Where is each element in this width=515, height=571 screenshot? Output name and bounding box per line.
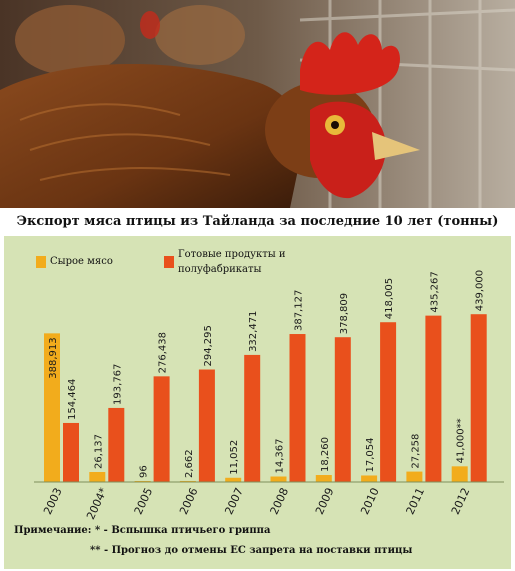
bar-raw-9 (451, 466, 468, 482)
value-label-raw-8: 27,258 (410, 434, 421, 469)
legend-swatch-processed (164, 256, 174, 268)
bar-processed-0 (63, 422, 79, 482)
bar-raw-8 (406, 471, 423, 482)
bar-processed-4 (244, 354, 261, 482)
value-label-raw-3: 2,662 (184, 449, 195, 478)
x-tick-label-0: 2003 (41, 486, 65, 517)
value-label-processed-4: 332,471 (248, 311, 259, 352)
bar-raw-0 (44, 333, 60, 482)
note-line-1: Примечание: * - Вспышка птичьего гриппа (14, 525, 271, 536)
x-tick-label-7: 2010 (358, 486, 382, 517)
bar-raw-1 (89, 472, 106, 482)
bar-processed-7 (380, 322, 397, 482)
x-tick-label-8: 2011 (404, 486, 428, 517)
x-tick-label-2: 2005 (132, 486, 156, 517)
bar-raw-6 (315, 475, 332, 482)
value-label-processed-5: 387,127 (294, 290, 305, 331)
value-label-raw-6: 18,260 (320, 437, 331, 472)
value-label-raw-5: 14,367 (275, 439, 286, 474)
bar-processed-5 (289, 334, 306, 482)
x-tick-label-9: 2012 (449, 486, 473, 517)
value-label-raw-7: 17,054 (365, 437, 376, 472)
bar-processed-6 (334, 337, 351, 482)
note-line-2: ** - Прогноз до отмены ЕС запрета на пос… (90, 545, 413, 556)
value-label-raw-0: 388,913 (48, 337, 59, 378)
chicken-photo (0, 0, 515, 208)
chart-panel: Сырое мясо Готовые продукты и полуфабрик… (4, 236, 511, 569)
value-label-processed-9: 439,000 (475, 270, 486, 311)
value-label-raw-1: 26,137 (93, 434, 104, 469)
value-label-processed-3: 294,295 (203, 325, 214, 366)
x-tick-label-1: 2004* (84, 485, 110, 521)
bar-processed-1 (108, 407, 125, 482)
value-label-processed-1: 193,767 (112, 364, 123, 405)
x-tick-label-6: 2009 (313, 486, 337, 517)
x-tick-label-5: 2008 (268, 486, 292, 517)
bar-processed-3 (198, 369, 215, 482)
legend-swatch-raw (36, 256, 46, 268)
value-label-processed-6: 378,809 (339, 293, 350, 334)
legend-label-processed-line1: Готовые продукты и (178, 249, 286, 260)
x-tick-label-4: 2007 (222, 486, 246, 517)
chart-title: Экспорт мяса птицы из Тайланда за послед… (16, 214, 499, 229)
bar-processed-8 (425, 315, 442, 482)
value-label-raw-9: 41,000** (456, 418, 467, 463)
value-label-raw-2: 96 (139, 465, 150, 478)
legend-label-raw: Сырое мясо (50, 256, 113, 267)
value-label-processed-2: 276,438 (158, 332, 169, 373)
chicken-photo-art (0, 0, 515, 208)
legend-label-processed-line2: полуфабрикаты (178, 264, 262, 275)
x-tick-label-3: 2006 (177, 486, 201, 517)
value-label-processed-7: 418,005 (384, 278, 395, 319)
bar-raw-4 (225, 477, 242, 482)
value-label-processed-8: 435,267 (429, 271, 440, 312)
bar-processed-9 (470, 314, 487, 482)
bar-chart: 388,913 154,464 2003 26,137 193,767 2004* 96 27… (34, 270, 504, 522)
bar-processed-2 (153, 376, 170, 482)
bar-raw-3 (179, 480, 196, 482)
value-label-raw-4: 11,052 (229, 440, 240, 475)
bar-raw-5 (270, 476, 287, 482)
value-label-processed-0: 154,464 (67, 379, 78, 420)
bar-raw-7 (361, 475, 378, 482)
